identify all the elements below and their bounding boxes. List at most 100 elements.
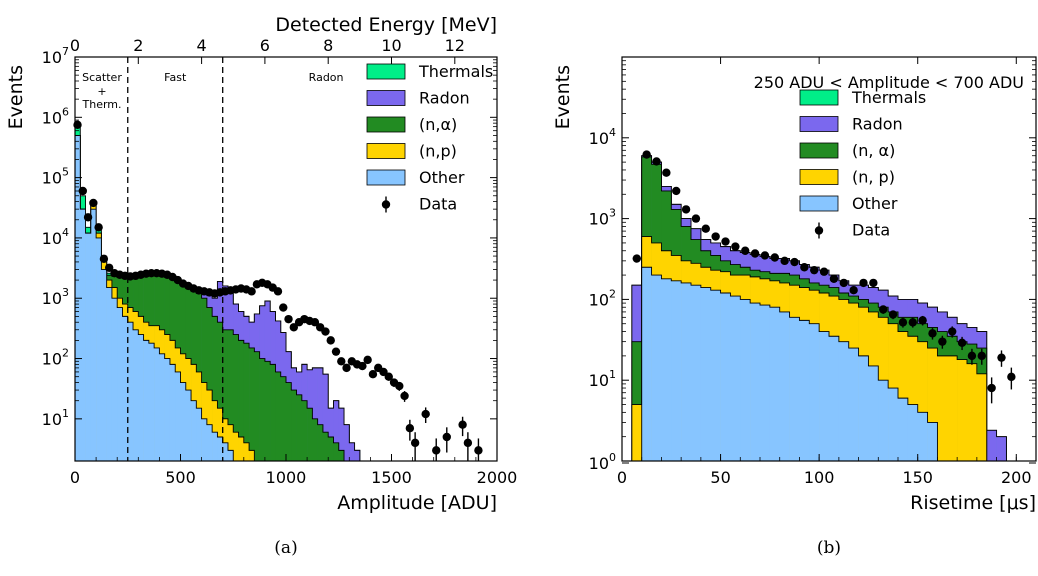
region-label-therm: Therm. xyxy=(82,98,122,111)
data-point xyxy=(363,355,372,365)
data-point xyxy=(859,278,868,288)
y-tick-label: 103 xyxy=(589,207,616,229)
histogram-bar xyxy=(691,285,702,461)
data-point xyxy=(997,353,1006,362)
histogram-bar xyxy=(169,364,176,461)
histogram-bar xyxy=(888,388,899,461)
data-point xyxy=(99,254,109,264)
histogram-bar xyxy=(338,408,345,461)
y-tick-label-exp: 2 xyxy=(609,287,616,300)
y-tick-label-base: 10 xyxy=(589,210,609,229)
data-point xyxy=(888,310,898,319)
histogram-bar xyxy=(917,341,928,461)
histogram-bar xyxy=(848,348,859,461)
y-tick-label-exp: 1 xyxy=(609,368,616,381)
legend-swatch xyxy=(799,116,839,132)
histogram-bar xyxy=(809,323,820,461)
data-point xyxy=(898,318,908,327)
top-tick-label: 0 xyxy=(70,36,80,55)
y-tick-label-base: 10 xyxy=(589,290,609,309)
x-axis: 0 50 100 150 200 Risetime [μs] xyxy=(617,57,1037,514)
histogram-bar xyxy=(957,359,968,461)
legend-label: Data xyxy=(419,195,457,214)
data-point xyxy=(358,361,367,371)
histogram-bar xyxy=(148,343,155,461)
histogram-bar xyxy=(106,287,113,461)
region-label-fast: Fast xyxy=(164,71,187,84)
histogram-bar xyxy=(927,422,938,461)
histogram-bar xyxy=(222,442,229,461)
y-tick-label-base: 10 xyxy=(42,48,62,67)
legend-swatch xyxy=(366,116,406,133)
histogram-bar xyxy=(133,329,139,461)
region-label-plus: + xyxy=(97,85,106,98)
histogram-bar xyxy=(333,442,340,461)
histogram-bar xyxy=(201,418,208,461)
histogram-bar xyxy=(80,209,86,461)
histogram-bar xyxy=(631,404,643,461)
histogram-bar xyxy=(196,408,202,461)
y-tick-label: 107 xyxy=(42,45,69,67)
legend-marker-point xyxy=(814,226,824,235)
data-point xyxy=(741,246,750,255)
histogram-bar xyxy=(111,298,118,461)
histogram-bar xyxy=(217,408,223,461)
top-tick-label: 4 xyxy=(197,36,207,55)
histogram-bar xyxy=(789,317,800,461)
y-tick-label-exp: 0 xyxy=(609,451,616,464)
legend-label: (n, p) xyxy=(852,168,895,187)
data-point xyxy=(849,285,858,295)
x-tick-label: 2000 xyxy=(477,468,518,487)
histogram-bar xyxy=(127,322,134,461)
x-tick-label: 100 xyxy=(804,468,835,487)
data-point xyxy=(810,265,819,275)
data-point xyxy=(711,232,720,241)
histogram-bar xyxy=(967,363,978,461)
x-tick-label: 1000 xyxy=(266,468,307,487)
top-tick-label: 6 xyxy=(260,36,270,55)
data-point xyxy=(918,316,927,325)
legend-label: Radon xyxy=(419,89,470,108)
data-point xyxy=(83,213,93,222)
histogram-bar xyxy=(270,364,276,461)
legend-swatch xyxy=(366,63,406,80)
y-tick-label: 101 xyxy=(589,368,616,390)
histogram-outline xyxy=(641,266,938,461)
data-point xyxy=(321,327,330,336)
data-point xyxy=(279,303,288,312)
data-point xyxy=(94,223,103,232)
y-tick-label: 104 xyxy=(42,226,69,248)
histogram-bar xyxy=(307,408,313,461)
data-point xyxy=(967,351,977,361)
histogram-bar xyxy=(206,424,213,461)
data-point xyxy=(442,432,451,442)
data-point xyxy=(342,363,351,373)
data-point xyxy=(384,372,393,381)
data-point xyxy=(701,224,710,233)
amplitude-cut-annotation: 250 ADU < Amplitude < 700 ADU xyxy=(754,73,1024,92)
data-point xyxy=(458,420,467,429)
x-axis-label: Risetime [μs] xyxy=(910,492,1036,514)
data-point xyxy=(247,287,256,296)
data-point xyxy=(326,336,335,345)
y-tick-label: 101 xyxy=(42,407,69,429)
histogram-bar xyxy=(858,355,869,461)
data-point xyxy=(662,168,671,177)
y-tick-label-base: 10 xyxy=(42,169,62,188)
histogram-bar xyxy=(75,135,81,461)
histogram-bar xyxy=(838,341,850,461)
histogram-bar xyxy=(322,374,329,461)
histogram-bar xyxy=(85,233,92,461)
histogram-bar xyxy=(338,450,345,461)
y-tick-label: 104 xyxy=(589,126,616,148)
data-point xyxy=(987,383,996,393)
y-tick-label-base: 10 xyxy=(589,454,609,473)
histogram-bar xyxy=(996,436,1007,461)
data-point xyxy=(938,337,947,346)
data-point xyxy=(721,237,730,246)
histogram-bar xyxy=(275,371,282,461)
data-point xyxy=(421,409,430,419)
histogram-bar xyxy=(238,340,245,461)
histogram-bar xyxy=(344,424,350,461)
